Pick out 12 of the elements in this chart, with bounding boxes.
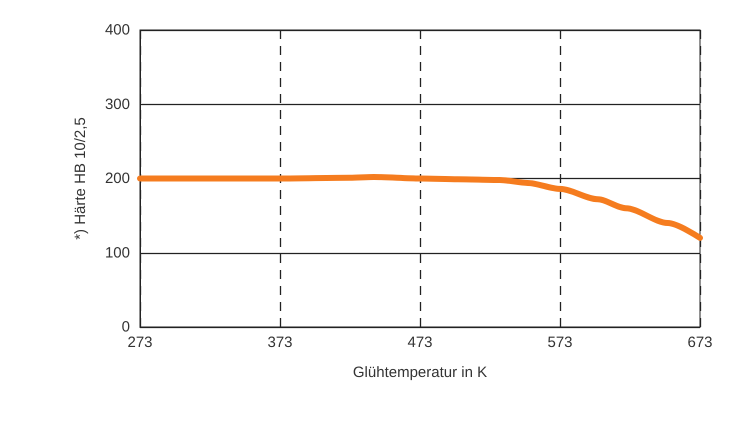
x-tick-label: 373 bbox=[267, 334, 293, 351]
y-tick-label: 0 bbox=[122, 318, 130, 336]
x-tick-label: 673 bbox=[687, 334, 713, 351]
x-tick-label: 273 bbox=[127, 334, 153, 351]
y-tick-label: 300 bbox=[104, 96, 130, 113]
y-tick-label: 400 bbox=[104, 22, 130, 38]
y-tick-label: 100 bbox=[104, 244, 130, 262]
y-tick-label: 200 bbox=[104, 170, 130, 187]
x-tick-label: 573 bbox=[547, 334, 573, 351]
x-axis-title: Glühtemperatur in K bbox=[352, 364, 488, 381]
x-tick-label: 473 bbox=[407, 334, 433, 351]
y-axis-title: *) Härte HB 10/2,5 bbox=[72, 117, 89, 240]
